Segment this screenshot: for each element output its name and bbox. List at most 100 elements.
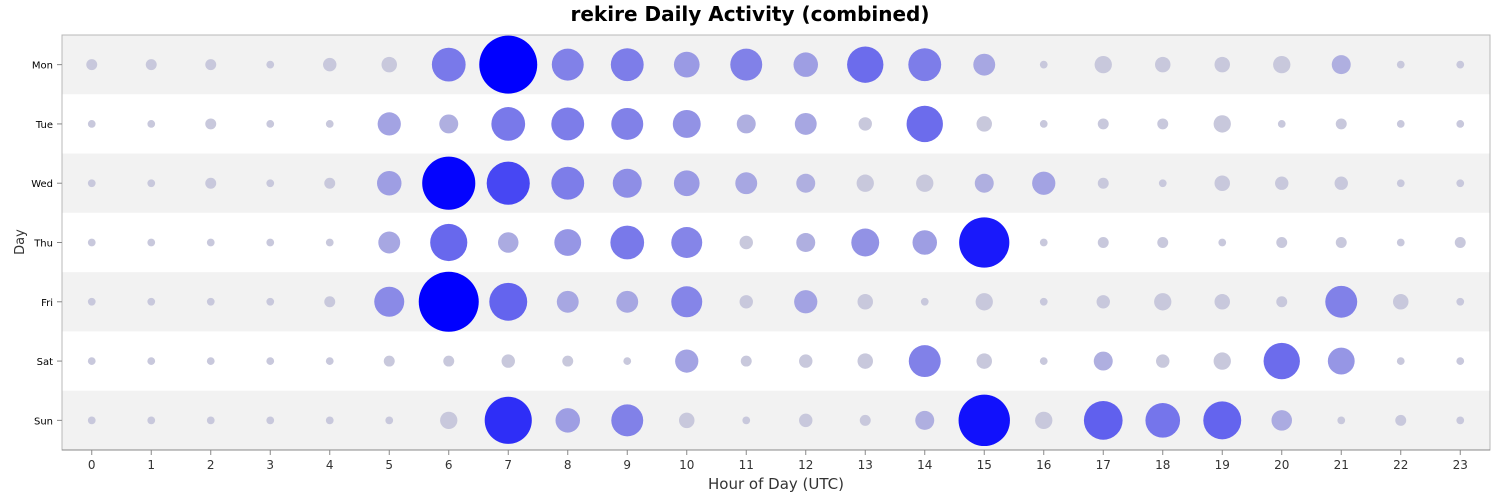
x-tick-label: 21 xyxy=(1334,458,1349,472)
bubble-fri-1 xyxy=(147,297,156,306)
bubble-tue-22 xyxy=(1396,120,1405,128)
bubble-sat-23 xyxy=(1456,357,1465,365)
x-tick-label: 12 xyxy=(798,458,813,472)
bubble-sat-14 xyxy=(908,345,941,378)
bubble-sat-9 xyxy=(623,357,632,365)
bubble-thu-21 xyxy=(1335,237,1347,248)
bubble-thu-8 xyxy=(554,229,582,256)
bubble-tue-13 xyxy=(858,117,872,131)
bubble-wed-21 xyxy=(1334,176,1348,190)
bubble-thu-12 xyxy=(796,233,816,252)
bubble-wed-0 xyxy=(87,179,96,188)
bubble-sat-12 xyxy=(799,354,813,368)
bubble-fri-9 xyxy=(616,290,639,313)
bubble-tue-2 xyxy=(205,118,217,130)
bubble-fri-7 xyxy=(489,282,528,321)
bubble-mon-23 xyxy=(1456,60,1465,69)
bubble-sun-16 xyxy=(1035,411,1053,430)
bubble-tue-9 xyxy=(611,107,644,140)
bubble-fri-10 xyxy=(671,286,703,318)
bubble-sat-16 xyxy=(1039,357,1048,365)
x-tick-label: 17 xyxy=(1096,458,1111,472)
bubble-wed-7 xyxy=(486,161,530,205)
bubble-mon-11 xyxy=(730,48,763,81)
y-tick-label: Mon xyxy=(32,61,53,72)
bubble-fri-4 xyxy=(324,296,336,308)
row-band xyxy=(62,272,1490,332)
bubble-wed-3 xyxy=(266,179,275,188)
bubble-sun-14 xyxy=(915,410,935,430)
bubble-fri-20 xyxy=(1276,296,1288,308)
bubble-mon-9 xyxy=(610,48,644,82)
bubble-mon-12 xyxy=(793,52,818,77)
bubble-tue-14 xyxy=(906,105,943,143)
x-tick-label: 10 xyxy=(679,458,694,472)
bubble-sat-6 xyxy=(443,355,455,367)
bubble-fri-17 xyxy=(1096,295,1110,309)
bubble-thu-3 xyxy=(266,238,275,247)
bubble-thu-18 xyxy=(1157,237,1169,248)
bubble-wed-9 xyxy=(612,168,642,198)
bubble-wed-22 xyxy=(1396,179,1405,188)
bubble-thu-20 xyxy=(1276,237,1288,248)
x-tick-label: 22 xyxy=(1393,458,1408,472)
bubble-wed-11 xyxy=(735,172,758,195)
bubble-tue-17 xyxy=(1097,118,1109,130)
bubble-sat-17 xyxy=(1093,351,1113,371)
bubble-tue-21 xyxy=(1335,118,1347,130)
bubble-sat-10 xyxy=(675,349,699,373)
bubble-thu-13 xyxy=(851,228,880,257)
bubble-wed-4 xyxy=(324,177,336,189)
bubble-mon-15 xyxy=(973,53,996,76)
bubble-mon-21 xyxy=(1331,55,1351,75)
bubble-fri-14 xyxy=(920,297,929,306)
bubble-fri-19 xyxy=(1214,294,1230,310)
x-tick-label: 19 xyxy=(1215,458,1230,472)
y-tick-label: Tue xyxy=(35,120,53,131)
bubble-sun-17 xyxy=(1083,400,1123,440)
y-tick-label: Sun xyxy=(34,416,53,427)
bubble-sun-5 xyxy=(385,416,394,425)
bubble-sun-4 xyxy=(325,416,334,425)
bubble-sat-13 xyxy=(857,353,873,369)
bubble-thu-15 xyxy=(959,217,1010,268)
bubble-thu-1 xyxy=(147,238,156,247)
bubble-sun-3 xyxy=(266,416,275,425)
bubble-sun-7 xyxy=(484,396,532,444)
row-band xyxy=(62,212,1490,273)
bubble-sun-20 xyxy=(1271,410,1292,431)
bubble-sun-9 xyxy=(611,404,644,437)
bubble-tue-20 xyxy=(1277,120,1286,128)
x-tick-label: 2 xyxy=(207,458,215,472)
row-band xyxy=(62,390,1490,450)
bubble-tue-19 xyxy=(1213,115,1231,133)
bubble-sun-8 xyxy=(555,408,580,433)
bubble-sat-22 xyxy=(1396,357,1405,365)
bubble-thu-4 xyxy=(325,238,334,247)
bubble-fri-12 xyxy=(794,290,818,314)
y-tick-label: Fri xyxy=(41,298,53,309)
bubble-wed-6 xyxy=(422,156,476,210)
bubble-sat-1 xyxy=(147,357,156,365)
bubble-wed-10 xyxy=(673,170,700,197)
bubble-mon-6 xyxy=(431,47,466,82)
bubble-mon-2 xyxy=(205,59,217,71)
bubble-mon-14 xyxy=(908,48,942,82)
bubble-tue-5 xyxy=(377,112,401,136)
bubble-tue-7 xyxy=(491,107,526,141)
bubble-tue-6 xyxy=(439,114,459,134)
bubble-wed-16 xyxy=(1032,171,1056,195)
bubble-mon-4 xyxy=(323,57,337,72)
y-tick-label: Thu xyxy=(33,239,53,250)
bubble-thu-14 xyxy=(912,230,937,255)
bubble-sat-20 xyxy=(1263,342,1300,380)
bubble-wed-18 xyxy=(1158,179,1167,188)
bubble-thu-22 xyxy=(1396,238,1405,247)
bubble-sat-8 xyxy=(562,355,574,367)
bubble-fri-3 xyxy=(266,297,275,306)
bubble-sat-15 xyxy=(976,353,992,369)
bubble-thu-10 xyxy=(671,227,703,258)
x-axis-label: Hour of Day (UTC) xyxy=(708,475,844,493)
bubble-mon-16 xyxy=(1039,60,1048,69)
bubble-sat-3 xyxy=(266,357,275,365)
